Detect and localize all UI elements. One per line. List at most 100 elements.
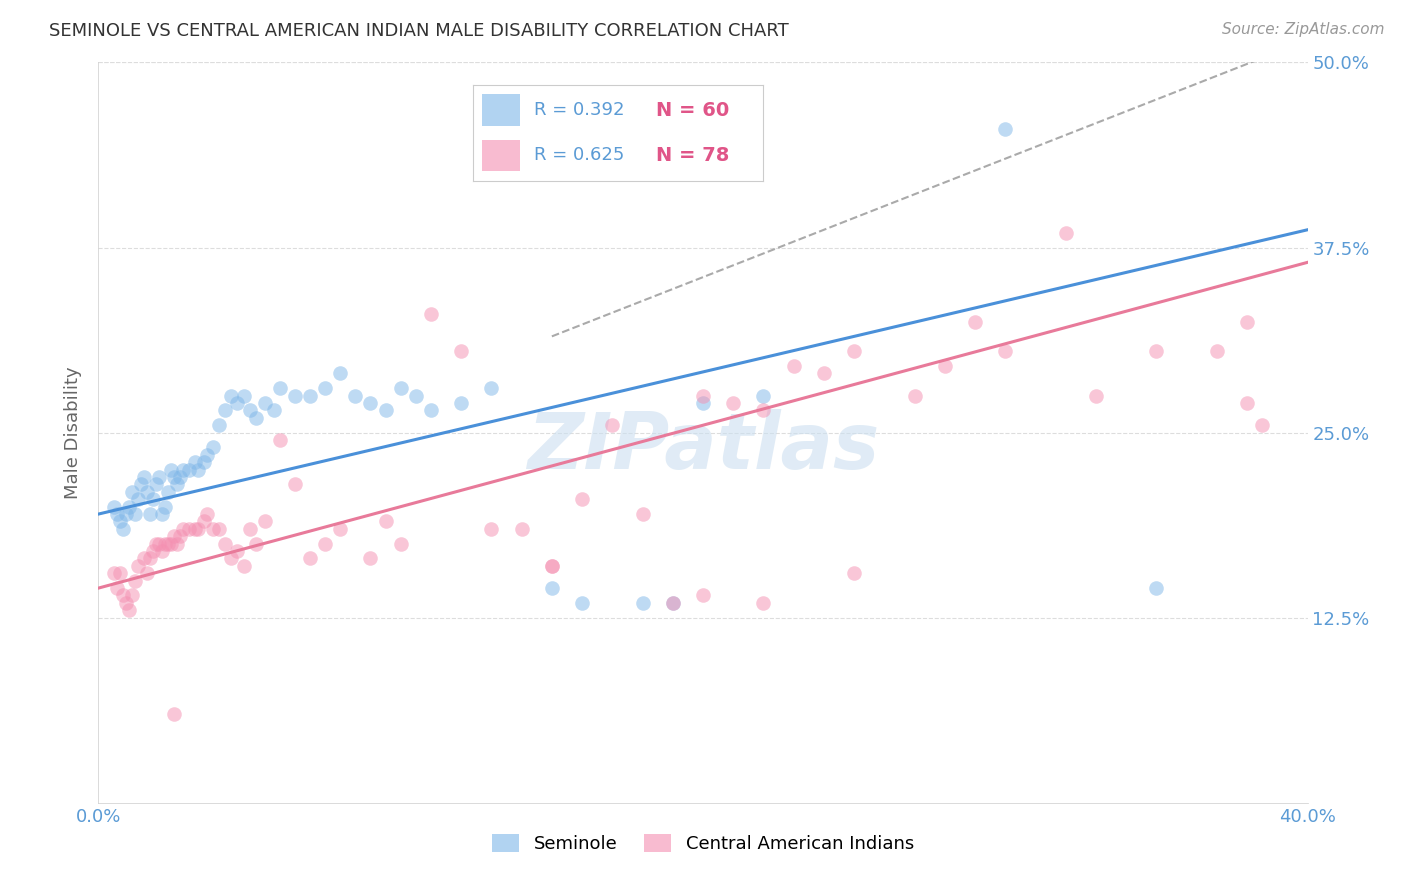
Point <box>752 403 775 417</box>
Point <box>111 522 134 536</box>
Point <box>114 507 136 521</box>
Point <box>602 418 624 433</box>
Point <box>752 388 775 402</box>
Point <box>108 566 131 581</box>
Point <box>129 477 152 491</box>
Point <box>202 441 225 455</box>
Point <box>108 515 131 529</box>
Point <box>179 522 201 536</box>
Point <box>118 500 141 514</box>
Point <box>103 500 125 514</box>
Point <box>166 536 188 550</box>
Point <box>692 589 714 603</box>
Point <box>169 529 191 543</box>
Point <box>118 603 141 617</box>
Point <box>232 388 254 402</box>
Point <box>160 536 183 550</box>
Point <box>239 403 262 417</box>
Point <box>1054 226 1077 240</box>
Point <box>105 581 128 595</box>
Point <box>723 396 745 410</box>
Point <box>253 515 276 529</box>
Point <box>692 388 714 402</box>
Point <box>169 470 191 484</box>
Point <box>184 455 207 469</box>
Point <box>783 359 806 373</box>
Point <box>150 544 173 558</box>
Point <box>156 484 179 499</box>
Point <box>139 507 162 521</box>
Point <box>571 492 593 507</box>
Point <box>148 536 170 550</box>
Point <box>1085 388 1108 402</box>
Point <box>148 470 170 484</box>
Point <box>121 484 143 499</box>
Text: SEMINOLE VS CENTRAL AMERICAN INDIAN MALE DISABILITY CORRELATION CHART: SEMINOLE VS CENTRAL AMERICAN INDIAN MALE… <box>49 22 789 40</box>
Point <box>314 381 336 395</box>
Point <box>193 455 215 469</box>
Point <box>284 388 307 402</box>
Point <box>329 522 352 536</box>
Point <box>172 462 194 476</box>
Point <box>214 536 236 550</box>
Point <box>226 396 249 410</box>
Point <box>150 507 173 521</box>
Point <box>481 381 503 395</box>
Point <box>202 522 225 536</box>
Point <box>344 388 367 402</box>
Point <box>571 596 593 610</box>
Point <box>450 396 472 410</box>
Point <box>420 403 443 417</box>
Point <box>127 558 149 573</box>
Point <box>314 536 336 550</box>
Point <box>844 344 866 359</box>
Point <box>692 396 714 410</box>
Point <box>481 522 503 536</box>
Point <box>221 388 243 402</box>
Point <box>160 462 183 476</box>
Point <box>245 536 267 550</box>
Point <box>994 122 1017 136</box>
Point <box>153 536 176 550</box>
Point <box>299 388 322 402</box>
Point <box>239 522 262 536</box>
Point <box>184 522 207 536</box>
Point <box>813 367 835 381</box>
Point <box>934 359 956 373</box>
Point <box>232 558 254 573</box>
Point <box>994 344 1017 359</box>
Point <box>1251 418 1274 433</box>
Point <box>420 307 443 321</box>
Point <box>540 558 562 573</box>
Point <box>221 551 243 566</box>
Point <box>965 314 987 328</box>
Point <box>132 470 155 484</box>
Point <box>540 558 562 573</box>
Point <box>631 596 654 610</box>
Point <box>195 507 218 521</box>
Point <box>208 522 231 536</box>
Point <box>245 410 267 425</box>
Point <box>142 544 165 558</box>
Point <box>360 396 382 410</box>
Point <box>163 529 186 543</box>
Point <box>661 596 683 610</box>
Point <box>166 477 188 491</box>
Point <box>195 448 218 462</box>
Point <box>132 551 155 566</box>
Point <box>360 551 382 566</box>
Point <box>661 596 683 610</box>
Point <box>226 544 249 558</box>
Point <box>153 500 176 514</box>
Text: Source: ZipAtlas.com: Source: ZipAtlas.com <box>1222 22 1385 37</box>
Point <box>844 566 866 581</box>
Point <box>135 484 157 499</box>
Point <box>1206 344 1229 359</box>
Point <box>179 462 201 476</box>
Point <box>156 536 179 550</box>
Point <box>187 522 209 536</box>
Point <box>904 388 927 402</box>
Point <box>111 589 134 603</box>
Point <box>389 536 412 550</box>
Point <box>631 507 654 521</box>
